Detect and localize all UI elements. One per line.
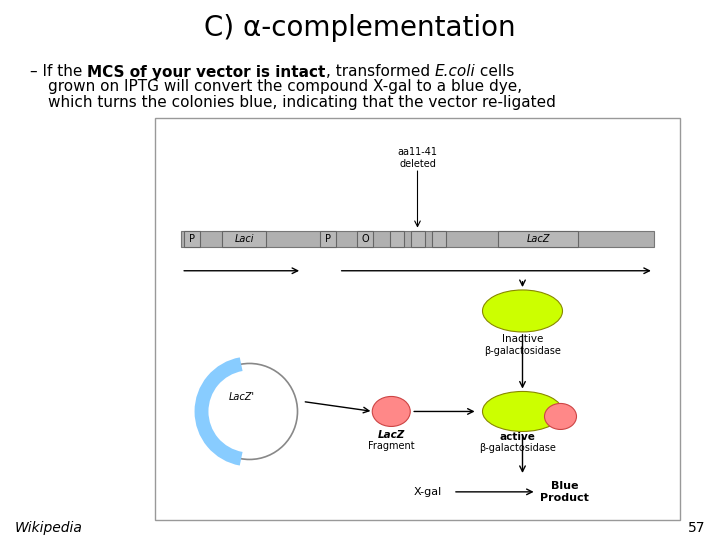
Text: grown on IPTG will convert the compound X-gal to a blue dye,: grown on IPTG will convert the compound … — [48, 79, 522, 94]
Text: Wikipedia: Wikipedia — [15, 521, 83, 535]
Bar — [155, 118, 680, 520]
Text: O: O — [361, 234, 369, 244]
Ellipse shape — [372, 396, 410, 427]
Text: Blue
Product: Blue Product — [540, 481, 589, 503]
Text: LacZ: LacZ — [377, 430, 405, 441]
Text: Inactive: Inactive — [502, 334, 543, 344]
Text: β-galactosidase: β-galactosidase — [484, 346, 561, 356]
Bar — [410, 231, 425, 247]
Bar — [184, 231, 199, 247]
Circle shape — [202, 363, 297, 460]
Text: 57: 57 — [688, 521, 705, 535]
Text: aa11-41
deleted: aa11-41 deleted — [397, 147, 438, 169]
Bar — [181, 231, 654, 247]
Text: P: P — [189, 234, 194, 244]
Text: X-gal: X-gal — [414, 487, 442, 497]
Text: – If the: – If the — [30, 64, 87, 79]
Text: Fragment: Fragment — [368, 442, 415, 451]
Ellipse shape — [544, 403, 577, 429]
Ellipse shape — [482, 392, 562, 431]
Bar — [320, 231, 336, 247]
Text: LacZ: LacZ — [526, 234, 550, 244]
Text: , transformed: , transformed — [325, 64, 435, 79]
Text: Laci: Laci — [235, 234, 254, 244]
Text: P: P — [325, 234, 331, 244]
Text: C) α-complementation: C) α-complementation — [204, 14, 516, 42]
Bar — [357, 231, 373, 247]
Bar — [498, 231, 578, 247]
Bar — [431, 231, 446, 247]
Text: LacZ': LacZ' — [228, 392, 254, 402]
Bar — [222, 231, 266, 247]
Bar — [390, 231, 403, 247]
Text: which turns the colonies blue, indicating that the vector re-ligated: which turns the colonies blue, indicatin… — [48, 94, 556, 110]
Text: E.coli: E.coli — [435, 64, 475, 79]
Text: cells: cells — [475, 64, 515, 79]
Text: MCS of your vector is intact: MCS of your vector is intact — [87, 64, 325, 79]
Text: β-galactosidase: β-galactosidase — [479, 443, 556, 454]
Text: active: active — [500, 433, 536, 442]
Ellipse shape — [482, 290, 562, 332]
